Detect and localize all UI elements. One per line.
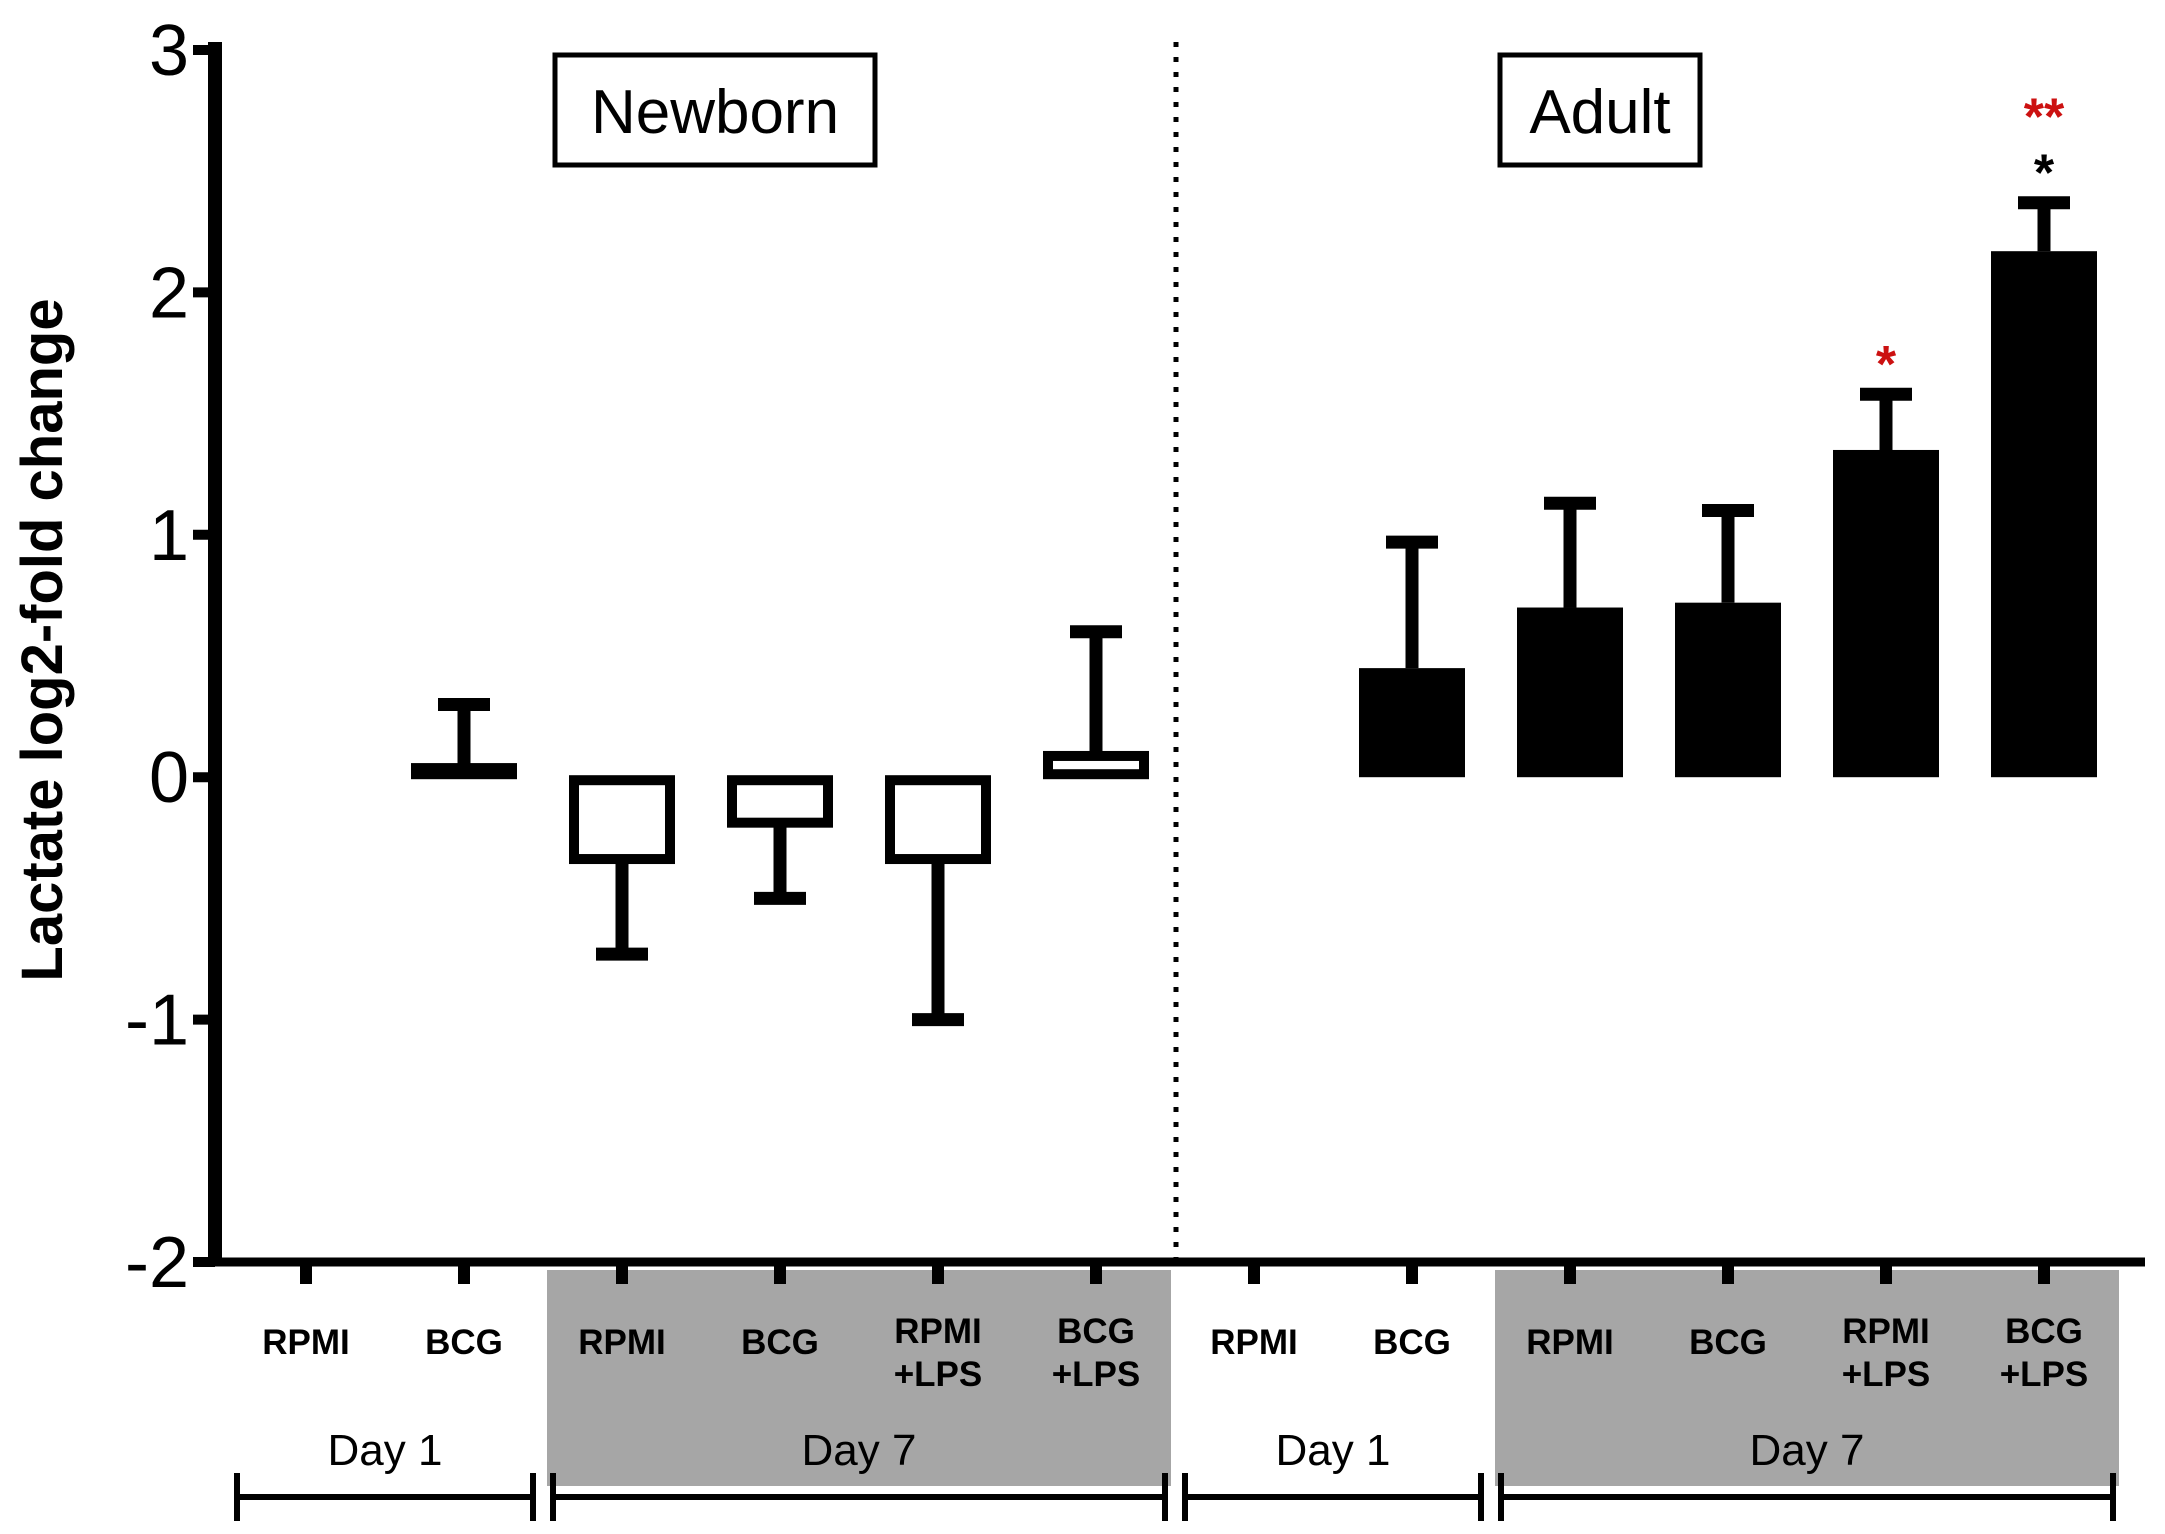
bar	[1833, 449, 1939, 778]
labels: 3 2 1 0 -1 -2 RPMI BCG RPMI BCG RPMI +LPS BCG +LPS RPM…	[125, 11, 2088, 1475]
day-label: Day 1	[328, 1426, 443, 1475]
day7-shade-adult	[1495, 1270, 2119, 1486]
bar	[727, 775, 833, 828]
category-label: BCG	[2005, 1312, 2083, 1351]
category-label: BCG	[741, 1323, 819, 1362]
category-label: RPMI	[1526, 1323, 1614, 1362]
bar	[1043, 750, 1149, 780]
group-title: Newborn	[591, 78, 839, 147]
category-label: +LPS	[1052, 1355, 1141, 1394]
y-tick-label: 2	[149, 253, 189, 333]
category-label: +LPS	[1842, 1355, 1931, 1394]
category-label: +LPS	[2000, 1355, 2089, 1394]
y-tick-label: 3	[149, 11, 189, 91]
category-label: +LPS	[894, 1355, 983, 1394]
day-label: Day 1	[1276, 1426, 1391, 1475]
day7-shading	[547, 1270, 2119, 1486]
axes	[193, 42, 2145, 1521]
category-label: RPMI	[1210, 1323, 1298, 1362]
bar	[569, 775, 675, 865]
bar	[1517, 607, 1623, 778]
bar	[885, 775, 991, 865]
category-label: BCG	[1373, 1323, 1451, 1362]
category-label: BCG	[425, 1323, 503, 1362]
bars	[411, 196, 2097, 1027]
category-label: RPMI	[578, 1323, 666, 1362]
category-label: RPMI	[894, 1312, 982, 1351]
y-tick-label: 0	[149, 738, 189, 818]
significance-mark: *	[2034, 145, 2055, 203]
bar	[411, 763, 517, 780]
y-tick-label: -1	[125, 981, 189, 1061]
group-title-box	[1497, 52, 1703, 168]
group-title-box	[552, 52, 878, 168]
day-label: Day 7	[802, 1426, 917, 1475]
day-label: Day 7	[1750, 1426, 1865, 1475]
bar	[1991, 251, 2097, 778]
category-label: BCG	[1689, 1323, 1767, 1362]
significance-mark: **	[2024, 89, 2065, 147]
y-axis-label: Lactate log2-fold change	[10, 298, 75, 981]
day7-shade-newborn	[547, 1270, 1171, 1486]
category-label: BCG	[1057, 1312, 1135, 1351]
group-title: Adult	[1529, 78, 1670, 147]
category-label: RPMI	[262, 1323, 350, 1362]
bar	[1359, 668, 1465, 778]
category-label: RPMI	[1842, 1312, 1930, 1351]
y-tick-label: 1	[149, 496, 189, 576]
bar	[1675, 602, 1781, 778]
significance-mark: *	[1876, 336, 1897, 394]
y-tick-label: -2	[125, 1223, 189, 1303]
